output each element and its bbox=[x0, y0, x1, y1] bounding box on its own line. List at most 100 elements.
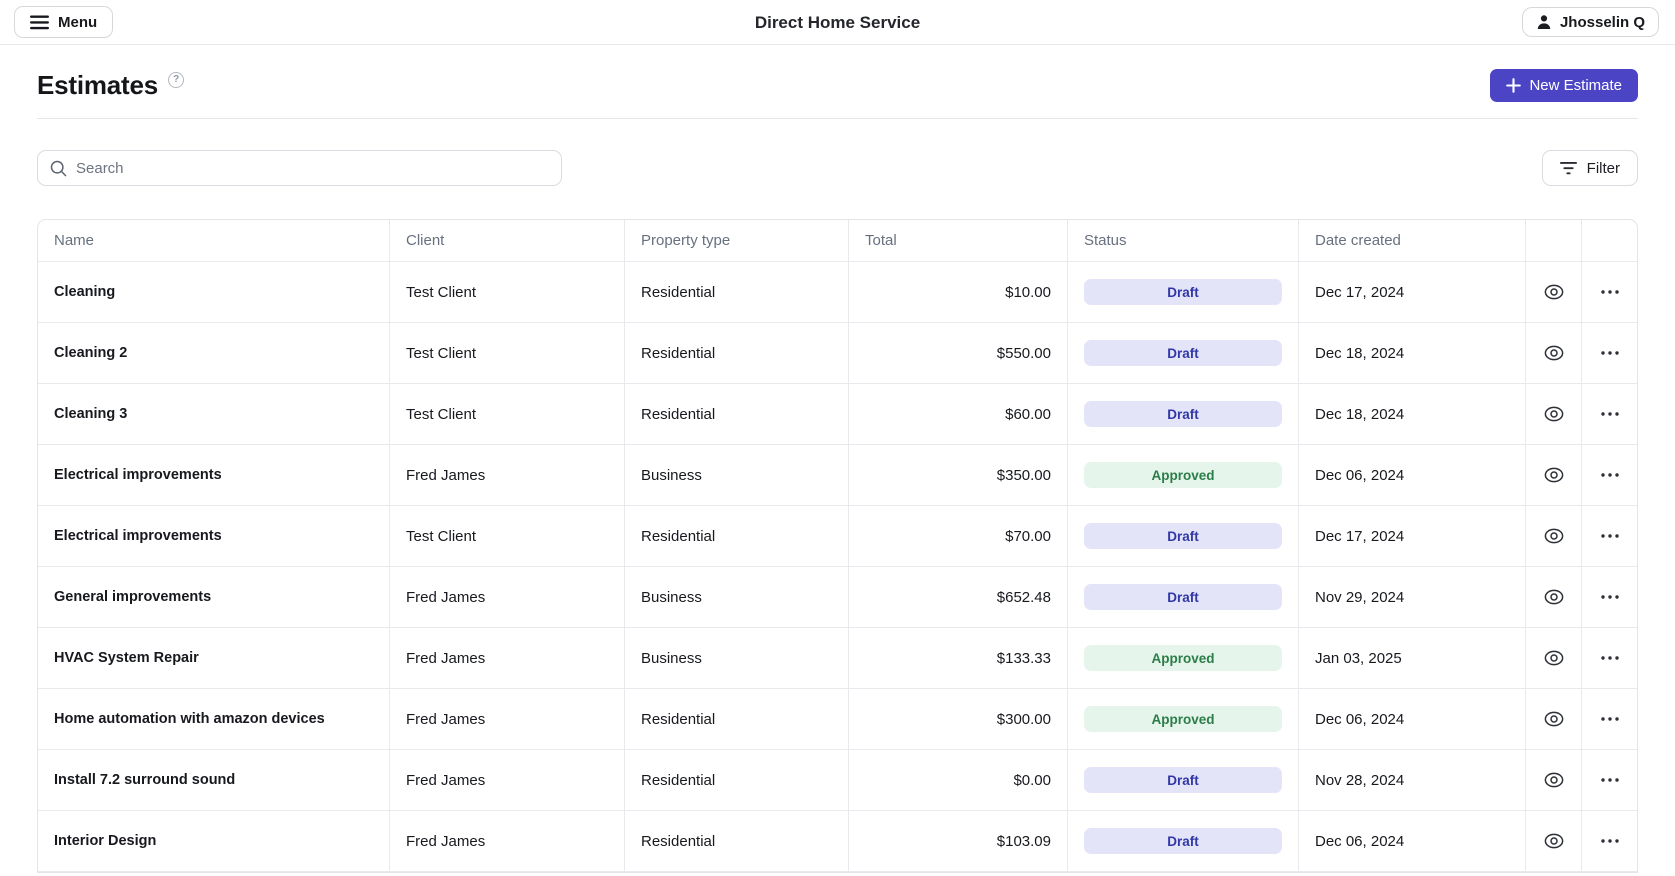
search-box[interactable] bbox=[37, 150, 562, 186]
column-header-date-created: Date created bbox=[1299, 220, 1526, 262]
eye-icon bbox=[1543, 283, 1565, 301]
more-actions-button[interactable] bbox=[1590, 699, 1630, 739]
main-content: Estimates ? New Estimate bbox=[0, 69, 1675, 873]
actions-header-cell-more bbox=[1582, 220, 1637, 262]
cell-view-action bbox=[1526, 445, 1582, 506]
column-header-total: Total bbox=[849, 220, 1068, 262]
cell-client: Fred James bbox=[390, 689, 625, 750]
cell-view-action bbox=[1526, 506, 1582, 567]
cell-property-type: Business bbox=[625, 628, 849, 689]
status-badge: Approved bbox=[1084, 706, 1282, 732]
cell-more-action bbox=[1582, 689, 1637, 750]
cell-client: Fred James bbox=[390, 567, 625, 628]
cell-property-type: Business bbox=[625, 567, 849, 628]
cell-client: Test Client bbox=[390, 262, 625, 323]
cell-name: Interior Design bbox=[38, 811, 390, 872]
cell-date-created: Nov 28, 2024 bbox=[1299, 750, 1526, 811]
ellipsis-icon bbox=[1600, 473, 1620, 477]
status-badge: Draft bbox=[1084, 584, 1282, 610]
view-estimate-button[interactable] bbox=[1534, 638, 1574, 678]
cell-total: $70.00 bbox=[849, 506, 1068, 567]
menu-button[interactable]: Menu bbox=[14, 6, 114, 38]
user-menu-button[interactable]: Jhosselin Q bbox=[1521, 7, 1659, 37]
cell-more-action bbox=[1582, 567, 1637, 628]
menu-button-label: Menu bbox=[58, 13, 98, 31]
cell-more-action bbox=[1582, 384, 1637, 445]
cell-view-action bbox=[1526, 262, 1582, 323]
help-icon[interactable]: ? bbox=[168, 71, 185, 88]
cell-property-type: Residential bbox=[625, 750, 849, 811]
cell-client: Test Client bbox=[390, 506, 625, 567]
view-estimate-button[interactable] bbox=[1534, 333, 1574, 373]
view-estimate-button[interactable] bbox=[1534, 760, 1574, 800]
cell-status: Draft bbox=[1068, 384, 1299, 445]
cell-property-type: Residential bbox=[625, 384, 849, 445]
column-header-name: Name bbox=[38, 220, 390, 262]
page-title-text: Estimates bbox=[37, 70, 159, 100]
cell-status: Approved bbox=[1068, 689, 1299, 750]
view-estimate-button[interactable] bbox=[1534, 699, 1574, 739]
view-estimate-button[interactable] bbox=[1534, 272, 1574, 312]
cell-client: Fred James bbox=[390, 750, 625, 811]
cell-date-created: Nov 29, 2024 bbox=[1299, 567, 1526, 628]
search-input[interactable] bbox=[76, 159, 549, 177]
status-badge: Draft bbox=[1084, 828, 1282, 854]
app-title: Direct Home Service bbox=[754, 12, 921, 32]
column-header-property-type: Property type bbox=[625, 220, 849, 262]
cell-client: Fred James bbox=[390, 811, 625, 872]
status-badge: Approved bbox=[1084, 462, 1282, 488]
ellipsis-icon bbox=[1600, 656, 1620, 660]
cell-name: HVAC System Repair bbox=[38, 628, 390, 689]
cell-view-action bbox=[1526, 750, 1582, 811]
status-badge: Draft bbox=[1084, 340, 1282, 366]
status-badge: Approved bbox=[1084, 645, 1282, 671]
cell-status: Draft bbox=[1068, 262, 1299, 323]
cell-more-action bbox=[1582, 506, 1637, 567]
ellipsis-icon bbox=[1600, 351, 1620, 355]
cell-date-created: Dec 18, 2024 bbox=[1299, 384, 1526, 445]
user-name-label: Jhosselin Q bbox=[1559, 13, 1645, 31]
cell-more-action bbox=[1582, 262, 1637, 323]
hamburger-icon bbox=[30, 15, 49, 30]
more-actions-button[interactable] bbox=[1590, 333, 1630, 373]
cell-name: Electrical improvements bbox=[38, 445, 390, 506]
cell-more-action bbox=[1582, 811, 1637, 872]
cell-status: Draft bbox=[1068, 323, 1299, 384]
ellipsis-icon bbox=[1600, 412, 1620, 416]
filter-button[interactable]: Filter bbox=[1541, 150, 1638, 186]
more-actions-button[interactable] bbox=[1590, 577, 1630, 617]
ellipsis-icon bbox=[1600, 595, 1620, 599]
more-actions-button[interactable] bbox=[1590, 516, 1630, 556]
more-actions-button[interactable] bbox=[1590, 821, 1630, 861]
view-estimate-button[interactable] bbox=[1534, 577, 1574, 617]
more-actions-button[interactable] bbox=[1590, 272, 1630, 312]
new-estimate-label: New Estimate bbox=[1529, 77, 1622, 94]
more-actions-button[interactable] bbox=[1590, 455, 1630, 495]
more-actions-button[interactable] bbox=[1590, 638, 1630, 678]
more-actions-button[interactable] bbox=[1590, 760, 1630, 800]
cell-name: Cleaning 3 bbox=[38, 384, 390, 445]
header-divider bbox=[37, 118, 1638, 119]
eye-icon bbox=[1543, 344, 1565, 362]
table-row: Electrical improvements Fred James Busin… bbox=[38, 445, 1637, 506]
cell-date-created: Jan 03, 2025 bbox=[1299, 628, 1526, 689]
cell-more-action bbox=[1582, 750, 1637, 811]
new-estimate-button[interactable]: New Estimate bbox=[1490, 69, 1638, 102]
cell-view-action bbox=[1526, 567, 1582, 628]
cell-property-type: Residential bbox=[625, 689, 849, 750]
cell-name: Electrical improvements bbox=[38, 506, 390, 567]
filter-button-label: Filter bbox=[1586, 159, 1620, 177]
cell-total: $300.00 bbox=[849, 689, 1068, 750]
ellipsis-icon bbox=[1600, 717, 1620, 721]
cell-date-created: Dec 17, 2024 bbox=[1299, 262, 1526, 323]
cell-view-action bbox=[1526, 628, 1582, 689]
view-estimate-button[interactable] bbox=[1534, 821, 1574, 861]
cell-name: General improvements bbox=[38, 567, 390, 628]
cell-total: $350.00 bbox=[849, 445, 1068, 506]
view-estimate-button[interactable] bbox=[1534, 394, 1574, 434]
cell-date-created: Dec 06, 2024 bbox=[1299, 811, 1526, 872]
view-estimate-button[interactable] bbox=[1534, 455, 1574, 495]
more-actions-button[interactable] bbox=[1590, 394, 1630, 434]
view-estimate-button[interactable] bbox=[1534, 516, 1574, 556]
table-row: Cleaning Test Client Residential $10.00 … bbox=[38, 262, 1637, 323]
